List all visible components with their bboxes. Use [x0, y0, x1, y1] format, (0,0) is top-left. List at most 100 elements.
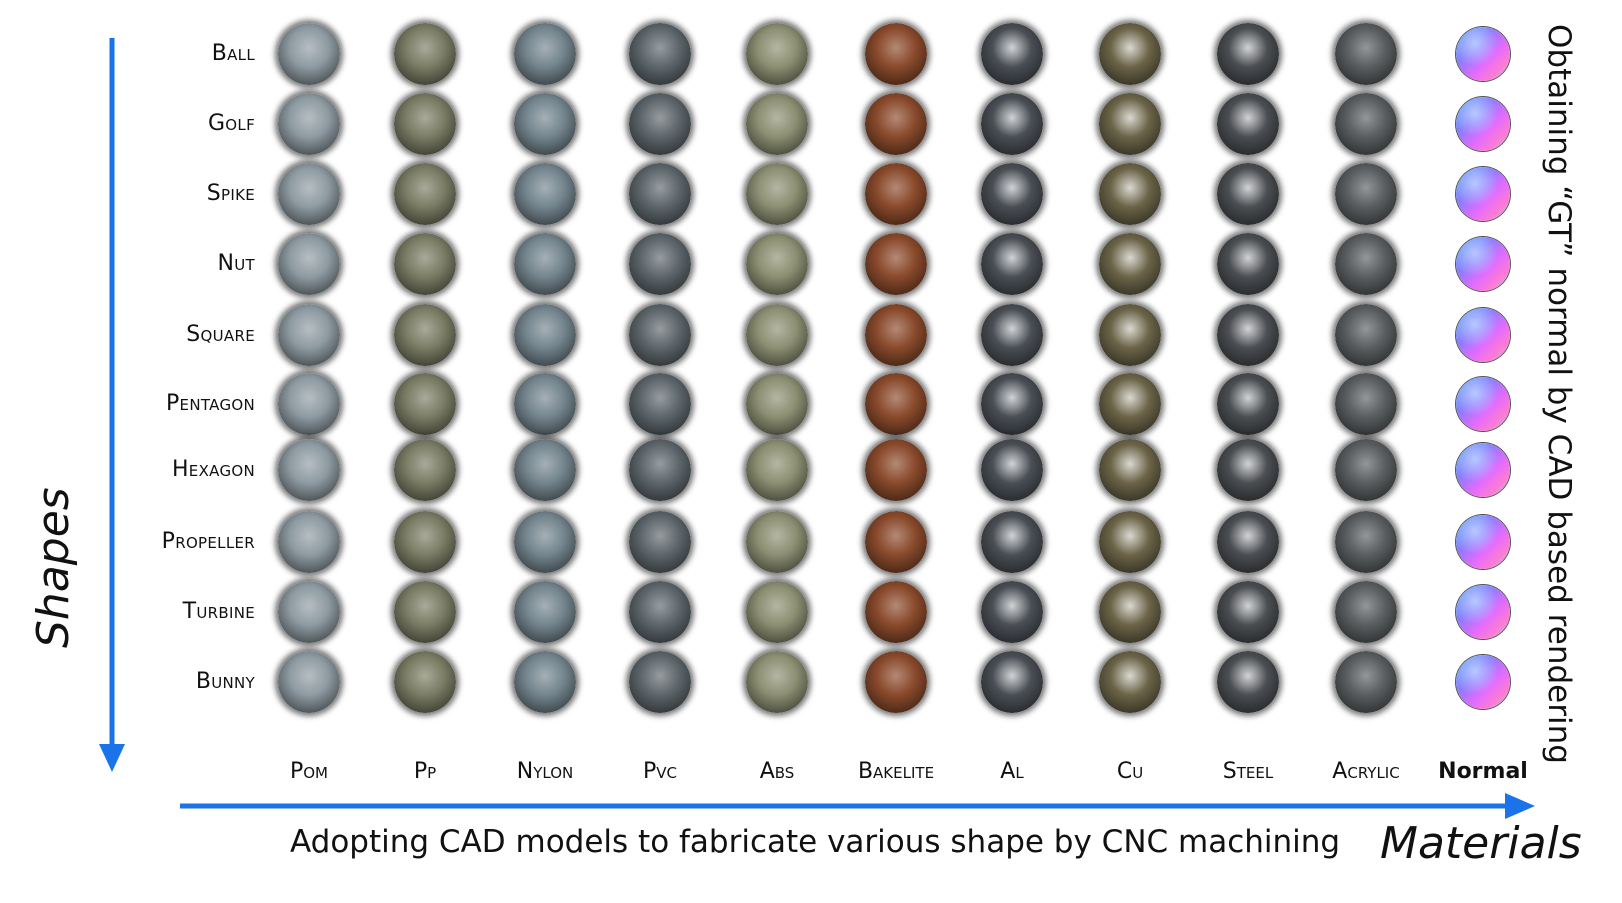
sphere-propeller-pom [278, 511, 340, 573]
sphere-bunny-cu [1099, 651, 1161, 713]
sphere-turbine-nylon [514, 581, 576, 643]
sphere-spike-pp [394, 163, 456, 225]
sphere-turbine-al [981, 581, 1043, 643]
sphere-propeller-bakelite [865, 511, 927, 573]
normal-map-pentagon [1456, 377, 1510, 431]
sphere-spike-bakelite [865, 163, 927, 225]
materials-axis-head [1505, 793, 1535, 819]
sphere-square-abs [746, 304, 808, 366]
sphere-hexagon-bakelite [865, 439, 927, 501]
normal-map-turbine [1456, 585, 1510, 639]
sphere-hexagon-steel [1217, 439, 1279, 501]
sphere-nut-pvc [629, 233, 691, 295]
material-label-steel: Steel [1222, 759, 1274, 784]
normal-map-hexagon [1456, 443, 1510, 497]
sphere-golf-pvc [629, 93, 691, 155]
shape-label-turbine: Turbine [182, 599, 255, 624]
sphere-bunny-acrylic [1335, 651, 1397, 713]
shapes-axis-head [99, 744, 125, 772]
sphere-turbine-pom [278, 581, 340, 643]
sphere-square-nylon [514, 304, 576, 366]
sphere-pentagon-pp [394, 373, 456, 435]
sphere-pentagon-acrylic [1335, 373, 1397, 435]
sphere-spike-abs [746, 163, 808, 225]
sphere-nut-abs [746, 233, 808, 295]
shape-label-propeller: Propeller [161, 529, 255, 554]
sphere-square-pp [394, 304, 456, 366]
sphere-ball-pom [278, 23, 340, 85]
sphere-bunny-al [981, 651, 1043, 713]
sphere-hexagon-cu [1099, 439, 1161, 501]
material-label-pom: Pom [289, 759, 328, 784]
shape-label-bunny: Bunny [195, 669, 255, 694]
sphere-square-al [981, 304, 1043, 366]
sphere-pentagon-pom [278, 373, 340, 435]
sphere-hexagon-nylon [514, 439, 576, 501]
sphere-nut-pp [394, 233, 456, 295]
material-label-acrylic: Acrylic [1332, 759, 1400, 784]
sphere-bunny-pp [394, 651, 456, 713]
sphere-turbine-cu [1099, 581, 1161, 643]
sphere-hexagon-acrylic [1335, 439, 1397, 501]
sphere-turbine-pvc [629, 581, 691, 643]
sphere-pentagon-nylon [514, 373, 576, 435]
normal-map-nut [1456, 237, 1510, 291]
sphere-pentagon-al [981, 373, 1043, 435]
sphere-nut-pom [278, 233, 340, 295]
material-label-al: Al [1000, 759, 1024, 784]
normal-map-spike [1456, 167, 1510, 221]
right-caption: Obtaining “GT” normal by CAD based rende… [1541, 24, 1577, 764]
sphere-propeller-pvc [629, 511, 691, 573]
material-label-nylon: Nylon [516, 759, 574, 784]
sphere-bunny-abs [746, 651, 808, 713]
sphere-golf-al [981, 93, 1043, 155]
material-label-pp: Pp [413, 759, 437, 784]
sphere-ball-acrylic [1335, 23, 1397, 85]
sphere-golf-pom [278, 93, 340, 155]
sphere-ball-al [981, 23, 1043, 85]
sphere-nut-bakelite [865, 233, 927, 295]
sphere-pentagon-steel [1217, 373, 1279, 435]
sphere-nut-al [981, 233, 1043, 295]
sphere-hexagon-pom [278, 439, 340, 501]
sphere-square-pvc [629, 304, 691, 366]
sphere-nut-acrylic [1335, 233, 1397, 295]
materials-axis-title: Materials [1380, 818, 1582, 869]
sphere-spike-steel [1217, 163, 1279, 225]
normal-label: Normal [1438, 759, 1528, 784]
material-label-cu: Cu [1116, 759, 1144, 784]
sphere-ball-cu [1099, 23, 1161, 85]
sphere-pentagon-pvc [629, 373, 691, 435]
sphere-propeller-steel [1217, 511, 1279, 573]
sphere-hexagon-pp [394, 439, 456, 501]
sphere-propeller-abs [746, 511, 808, 573]
shape-label-square: Square [186, 322, 255, 347]
sphere-square-acrylic [1335, 304, 1397, 366]
sphere-hexagon-pvc [629, 439, 691, 501]
sphere-golf-bakelite [865, 93, 927, 155]
sphere-golf-nylon [514, 93, 576, 155]
normal-map-square [1456, 308, 1510, 362]
sphere-spike-pvc [629, 163, 691, 225]
material-label-abs: Abs [759, 759, 795, 784]
sphere-bunny-nylon [514, 651, 576, 713]
sphere-turbine-pp [394, 581, 456, 643]
material-label-pvc: Pvc [642, 759, 677, 784]
sphere-spike-pom [278, 163, 340, 225]
shape-label-nut: Nut [217, 251, 255, 276]
sphere-propeller-al [981, 511, 1043, 573]
sphere-propeller-acrylic [1335, 511, 1397, 573]
sphere-golf-abs [746, 93, 808, 155]
sphere-golf-cu [1099, 93, 1161, 155]
sphere-ball-bakelite [865, 23, 927, 85]
sphere-ball-pp [394, 23, 456, 85]
normal-map-propeller [1456, 515, 1510, 569]
shape-label-pentagon: Pentagon [165, 391, 255, 416]
sphere-spike-nylon [514, 163, 576, 225]
sphere-turbine-acrylic [1335, 581, 1397, 643]
sphere-nut-nylon [514, 233, 576, 295]
sphere-pentagon-bakelite [865, 373, 927, 435]
sphere-bunny-steel [1217, 651, 1279, 713]
sphere-spike-cu [1099, 163, 1161, 225]
